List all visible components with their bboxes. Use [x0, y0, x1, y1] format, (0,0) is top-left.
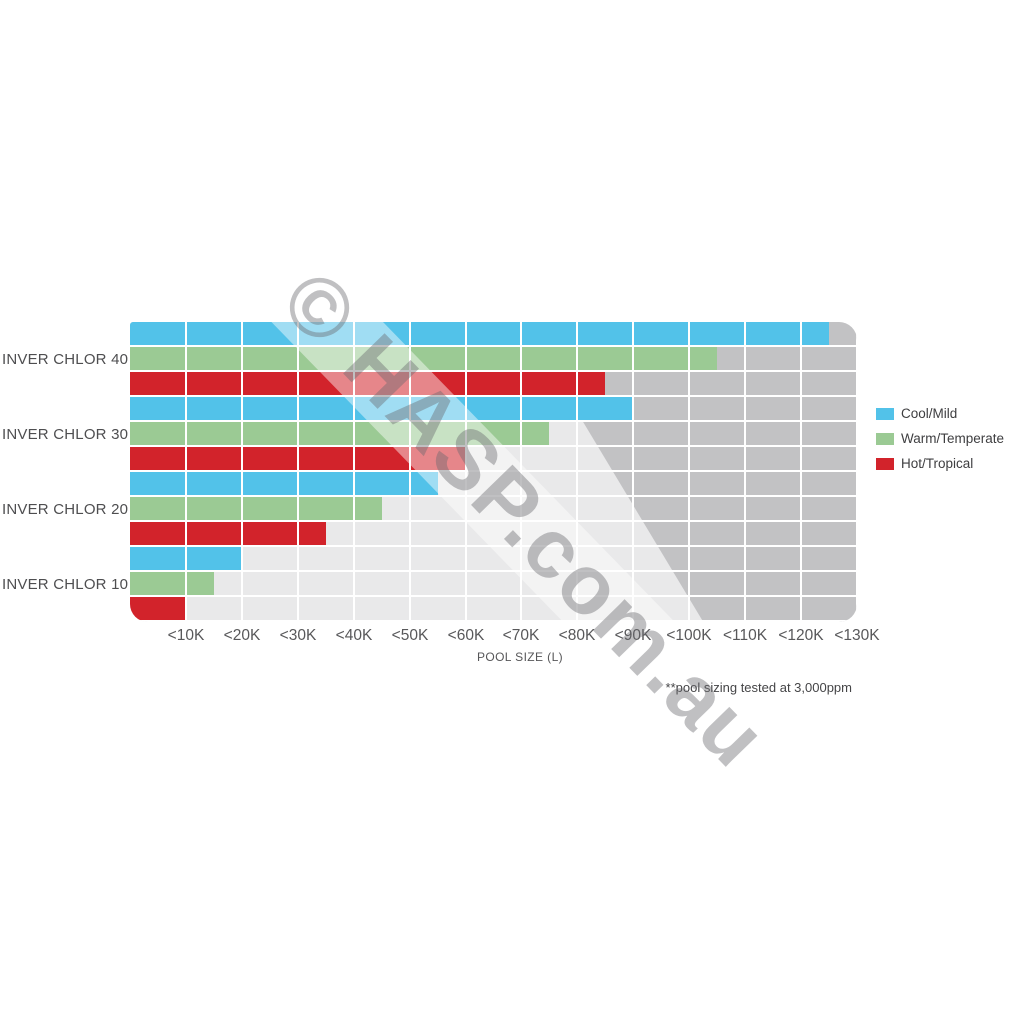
bar-separator [130, 595, 857, 597]
x-tick-label-120k: <120K [778, 627, 824, 644]
category-label-inver-chlor-30: INVER CHLOR 30 [2, 425, 129, 443]
gridline-80k [576, 322, 578, 622]
bar-separator [130, 370, 857, 372]
gridline-130k [856, 322, 857, 622]
gridline-30k [297, 322, 299, 622]
legend-swatch-cool-mild [876, 407, 894, 420]
x-tick-label-10k: <10K [167, 627, 205, 644]
gridline-60k [465, 322, 467, 622]
legend-item-warm-temperate: Warm/Temperate [876, 426, 1004, 451]
gridline-100k [688, 322, 690, 622]
bar-inver-chlor-40-cool-mild [130, 322, 829, 345]
legend: Cool/Mild Warm/Temperate Hot/Tropical [876, 401, 1004, 476]
gridline-70k [520, 322, 522, 622]
x-axis-title: POOL SIZE (L) [476, 650, 564, 664]
bar-inver-chlor-40-warm-temperate [130, 347, 717, 370]
x-tick-label-50k: <50K [391, 627, 429, 644]
gridline-120k [800, 322, 802, 622]
bar-separator [130, 520, 857, 522]
legend-swatch-warm-temperate [876, 432, 894, 445]
bar-inver-chlor-30-cool-mild [130, 397, 633, 420]
legend-swatch-hot-tropical [876, 457, 894, 470]
x-tick-label-60k: <60K [447, 627, 485, 644]
gridline-110k [744, 322, 746, 622]
bar-separator [130, 545, 857, 547]
category-label-inver-chlor-10: INVER CHLOR 10 [2, 575, 129, 593]
bar-separator [130, 420, 857, 422]
legend-label-cool-mild: Cool/Mild [901, 406, 958, 421]
bar-separator [130, 570, 857, 572]
bar-separator [130, 495, 857, 497]
x-tick-label-30k: <30K [279, 627, 317, 644]
legend-item-hot-tropical: Hot/Tropical [876, 451, 1004, 476]
x-tick-label-90k: <90K [614, 627, 652, 644]
x-tick-label-20k: <20K [223, 627, 261, 644]
x-tick-label-110k: <110K [722, 627, 768, 644]
legend-item-cool-mild: Cool/Mild [876, 401, 1004, 426]
bar-separator [130, 620, 857, 622]
footnote: **pool sizing tested at 3,000ppm [665, 680, 852, 695]
category-label-inver-chlor-40: INVER CHLOR 40 [2, 350, 129, 368]
legend-label-warm-temperate: Warm/Temperate [901, 431, 1005, 446]
bar-inver-chlor-30-warm-temperate [130, 422, 549, 445]
x-tick-label-130k: <130K [834, 627, 880, 644]
x-tick-label-100k: <100K [666, 627, 712, 644]
bar-inver-chlor-20-cool-mild [130, 472, 438, 495]
bar-separator [130, 470, 857, 472]
bar-inver-chlor-20-warm-temperate [130, 497, 382, 520]
plot-area [130, 322, 857, 622]
gridline-20k [241, 322, 243, 622]
bar-separator [130, 345, 857, 347]
x-tick-label-70k: <70K [502, 627, 540, 644]
category-label-inver-chlor-20: INVER CHLOR 20 [2, 500, 129, 518]
x-tick-label-40k: <40K [335, 627, 373, 644]
bar-inver-chlor-10-warm-temperate [130, 572, 214, 595]
bar-separator [130, 395, 857, 397]
gridline-50k [409, 322, 411, 622]
gridline-40k [353, 322, 355, 622]
bar-inver-chlor-10-hot-tropical [130, 597, 186, 620]
bar-inver-chlor-40-hot-tropical [130, 372, 605, 395]
legend-label-hot-tropical: Hot/Tropical [901, 456, 974, 471]
bar-separator [130, 445, 857, 447]
x-tick-label-80k: <80K [558, 627, 596, 644]
gridline-10k [185, 322, 187, 622]
bar-inver-chlor-20-hot-tropical [130, 522, 326, 545]
gridline-90k [632, 322, 634, 622]
